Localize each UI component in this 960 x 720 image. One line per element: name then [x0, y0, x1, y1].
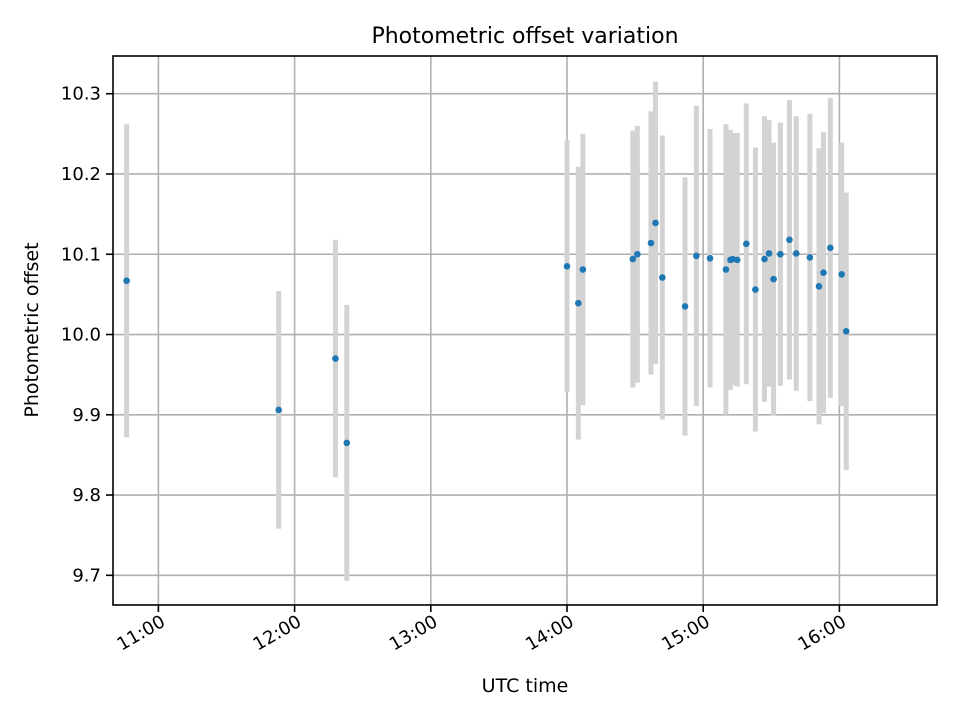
y-gridlines: [113, 92, 937, 577]
data-point: [838, 271, 845, 278]
y-tick-label: 9.7: [72, 565, 101, 586]
data-point: [743, 240, 750, 248]
x-tick-label: 16:00: [794, 611, 849, 655]
data-point: [681, 303, 689, 310]
x-tick-label: 14:00: [522, 611, 577, 655]
data-point: [332, 355, 339, 362]
x-tick-label: 13:00: [386, 611, 441, 655]
data-point: [693, 252, 700, 260]
data-point: [786, 236, 793, 244]
data-point: [733, 256, 741, 264]
y-axis-label: Photometric offset: [21, 242, 43, 417]
y-tick-label: 9.8: [72, 485, 101, 506]
data-point: [761, 255, 768, 263]
x-tick-label: 11:00: [113, 611, 168, 655]
data-point: [722, 266, 730, 273]
data-point: [563, 262, 571, 270]
data-point: [806, 254, 814, 261]
data-point: [842, 328, 850, 335]
data-point: [659, 274, 666, 281]
data-point: [827, 244, 834, 252]
data-point: [575, 299, 582, 307]
data-point: [579, 266, 587, 273]
data-point: [820, 269, 827, 277]
data-point: [629, 255, 637, 263]
x-tick-label: 15:00: [658, 611, 713, 655]
data-point: [123, 277, 130, 285]
y-tick-label: 10.1: [61, 244, 101, 265]
x-tick-label: 12:00: [250, 611, 305, 655]
x-ticks: 11:00 12:00 13:00 14:00 15:00 16:00: [113, 605, 850, 655]
data-point: [815, 283, 823, 290]
error-bars: [124, 81, 849, 581]
data-point: [343, 439, 351, 447]
y-ticks: 9.7 9.8 9.9 10.0 10.1 10.2 10.3: [61, 84, 113, 586]
data-point: [777, 250, 784, 258]
data-point: [634, 250, 641, 258]
data-point: [647, 239, 655, 247]
data-points: [123, 219, 850, 447]
x-axis-label: UTC time: [482, 675, 569, 697]
data-point: [652, 219, 659, 227]
data-point: [275, 406, 283, 414]
data-point: [770, 275, 777, 283]
data-point: [752, 286, 759, 293]
data-point: [792, 250, 800, 257]
y-tick-label: 10.0: [61, 325, 101, 346]
plot-frame: [112, 55, 938, 606]
data-point: [706, 254, 714, 262]
y-tick-label: 10.3: [61, 84, 101, 105]
y-tick-label: 9.9: [72, 405, 101, 426]
chart-title: Photometric offset variation: [371, 24, 678, 49]
y-tick-label: 10.2: [61, 164, 101, 185]
data-point: [765, 250, 773, 257]
